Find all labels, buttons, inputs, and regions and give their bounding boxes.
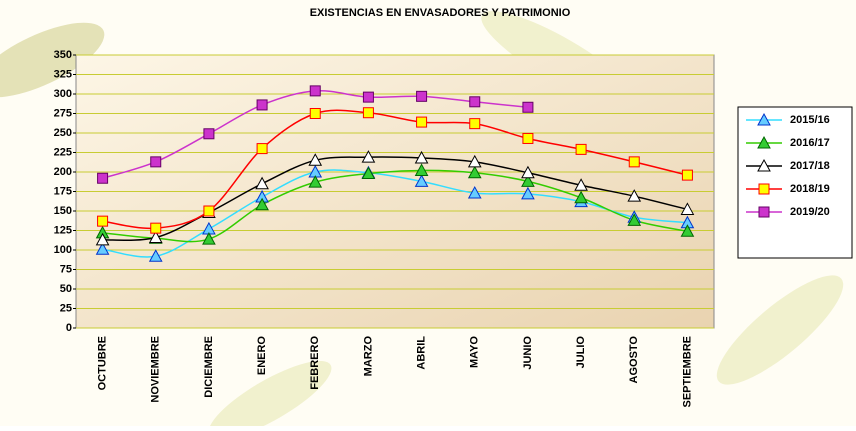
marker [203, 128, 215, 140]
leaf-decoration [716, 275, 844, 385]
marker [97, 172, 109, 184]
legend-marker [757, 135, 771, 149]
marker [521, 186, 535, 200]
x-tick-label: ABRIL [415, 336, 427, 370]
marker [574, 178, 588, 191]
marker [361, 150, 376, 163]
y-tick-label: 300 [54, 88, 72, 100]
marker [308, 175, 323, 188]
marker [469, 96, 481, 108]
marker [255, 176, 269, 190]
marker [414, 174, 429, 187]
marker [148, 249, 163, 262]
y-tick-label: 200 [54, 166, 72, 178]
marker [681, 169, 693, 181]
legend-marker [758, 183, 770, 195]
y-tick-label: 250 [54, 127, 72, 139]
y-tick-label: 150 [54, 205, 72, 217]
marker [362, 91, 374, 103]
marker [414, 150, 429, 164]
marker [416, 90, 428, 102]
x-tick-label: ENERO [256, 336, 268, 376]
legend [737, 106, 853, 259]
marker [416, 116, 428, 128]
marker [628, 156, 640, 168]
marker [467, 154, 482, 168]
y-tick-label: 125 [54, 224, 72, 236]
marker [361, 166, 376, 180]
y-tick-label: 25 [60, 302, 72, 314]
marker [148, 230, 163, 244]
marker [521, 165, 535, 179]
y-tick-label: 350 [54, 49, 72, 61]
marker [309, 85, 321, 97]
legend-marker [758, 206, 770, 218]
marker [150, 222, 162, 234]
x-tick-label: JUNIO [522, 336, 534, 370]
x-tick-label: SEPTIEMBRE [681, 336, 693, 408]
x-tick-label: MARZO [362, 336, 374, 377]
marker [309, 108, 321, 119]
y-tick-label: 325 [54, 68, 72, 80]
marker [150, 156, 162, 168]
x-tick-label: DICIEMBRE [203, 336, 215, 398]
y-tick-label: 100 [54, 244, 72, 256]
marker [680, 224, 695, 237]
y-tick-label: 225 [54, 146, 72, 158]
x-tick-label: OCTUBRE [96, 336, 108, 390]
marker [256, 143, 268, 155]
y-tick-label: 175 [54, 185, 72, 197]
marker [574, 190, 588, 204]
marker [308, 153, 323, 166]
y-tick-label: 0 [66, 322, 72, 334]
marker [522, 101, 534, 113]
marker [469, 118, 481, 130]
x-tick-label: NOVIEMBRE [150, 336, 162, 403]
x-tick-label: JULIO [575, 336, 587, 369]
chart-title: EXISTENCIAS EN ENVASADORES Y PATRIMONIO [310, 7, 571, 19]
x-tick-label: AGOSTO [628, 336, 640, 384]
marker [575, 143, 587, 155]
y-tick-label: 275 [54, 107, 72, 119]
x-tick-label: FEBRERO [309, 336, 321, 390]
marker [362, 107, 374, 119]
marker [95, 242, 110, 255]
legend-label: 2015/16 [790, 114, 830, 126]
marker [522, 132, 534, 144]
legend-label: 2018/19 [790, 183, 830, 195]
x-tick-label: MAYO [469, 336, 481, 368]
marker [467, 186, 482, 199]
marker [256, 99, 268, 111]
leaf-decoration [208, 360, 332, 431]
marker [627, 189, 642, 202]
marker [680, 202, 695, 215]
marker [467, 165, 482, 179]
marker [255, 197, 269, 211]
legend-label: 2017/18 [790, 160, 830, 172]
marker [627, 213, 642, 226]
marker [95, 232, 110, 246]
legend-marker [757, 158, 771, 172]
marker [97, 215, 109, 227]
legend-marker [757, 112, 771, 126]
y-tick-label: 50 [60, 283, 72, 295]
leaf-decoration [0, 22, 105, 98]
marker [202, 232, 216, 245]
legend-label: 2016/17 [790, 137, 830, 149]
marker [521, 174, 535, 187]
marker [203, 205, 215, 217]
y-tick-label: 75 [60, 263, 72, 275]
legend-label: 2019/20 [790, 206, 830, 218]
marker [414, 163, 429, 176]
